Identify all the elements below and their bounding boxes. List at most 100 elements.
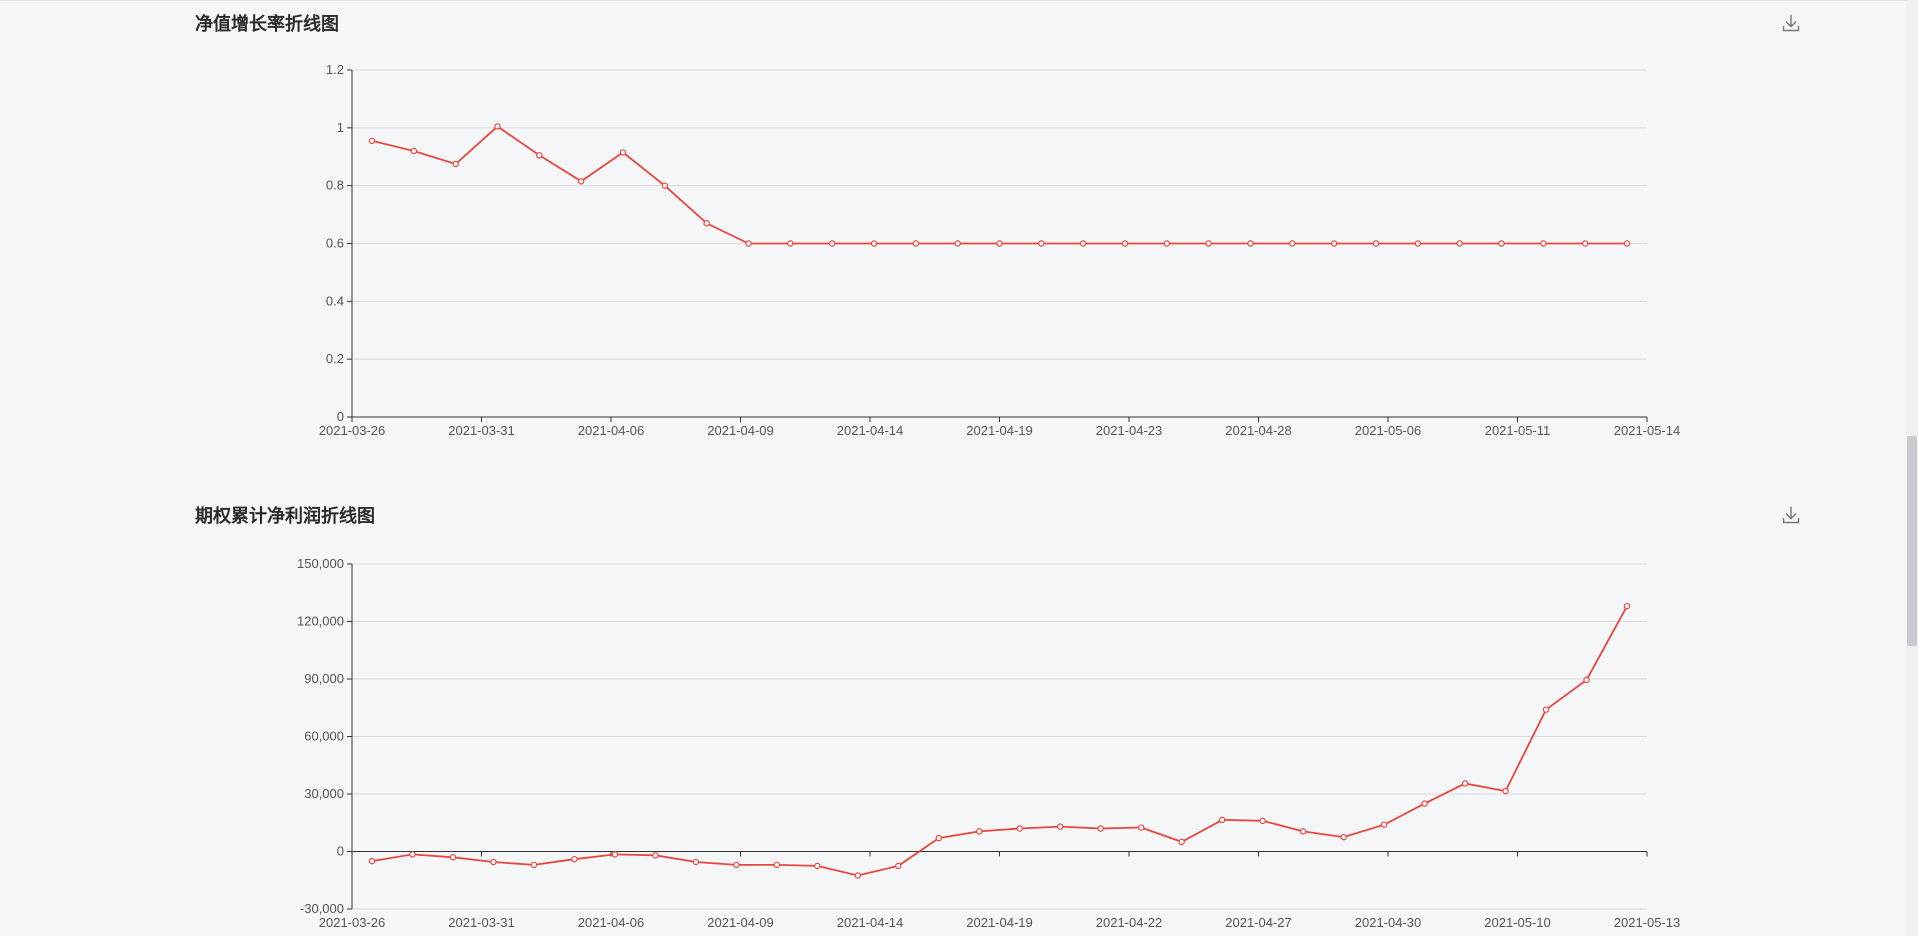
data-point xyxy=(976,828,983,835)
data-point xyxy=(1542,706,1550,713)
x-tick-label: 2021-04-14 xyxy=(837,915,904,930)
y-tick-label: 30,000 xyxy=(304,786,344,801)
data-point xyxy=(1016,825,1023,832)
data-point xyxy=(452,160,459,168)
data-point xyxy=(1414,240,1422,247)
data-point xyxy=(773,861,781,869)
data-point xyxy=(494,123,501,130)
download-icon[interactable] xyxy=(1780,504,1802,526)
data-point xyxy=(571,855,578,863)
x-tick-label: 2021-04-14 xyxy=(837,423,904,438)
y-tick-label: 150,000 xyxy=(297,556,344,571)
y-tick-label: 120,000 xyxy=(297,614,344,629)
x-tick-label: 2021-04-27 xyxy=(1225,915,1292,930)
x-tick-label: 2021-04-19 xyxy=(966,423,1033,438)
data-point xyxy=(1163,240,1171,247)
data-point xyxy=(828,240,836,247)
data-point xyxy=(787,240,794,247)
data-point xyxy=(1205,240,1212,247)
data-point xyxy=(1218,816,1226,824)
data-point xyxy=(1540,240,1547,247)
data-point xyxy=(745,240,752,247)
y-tick-label: 0.2 xyxy=(326,351,344,366)
data-point xyxy=(661,182,669,189)
data-point xyxy=(1289,240,1296,247)
data-point xyxy=(1498,240,1505,247)
data-point xyxy=(1456,240,1463,247)
data-point xyxy=(1340,833,1347,841)
x-tick-label: 2021-04-06 xyxy=(578,423,645,438)
x-tick-label: 2021-03-31 xyxy=(448,915,515,930)
data-point xyxy=(870,240,878,247)
x-tick-label: 2021-03-31 xyxy=(448,423,515,438)
data-point xyxy=(1247,240,1254,247)
data-point xyxy=(703,220,710,227)
x-tick-label: 2021-04-06 xyxy=(578,915,645,930)
y-tick-label: 0.4 xyxy=(326,293,344,308)
data-point xyxy=(1623,602,1631,610)
data-point xyxy=(854,872,862,879)
x-tick-label: 2021-05-06 xyxy=(1355,423,1422,438)
data-point xyxy=(954,240,961,247)
data-point xyxy=(619,149,627,156)
y-tick-label: 60,000 xyxy=(304,729,344,744)
data-point xyxy=(912,240,920,247)
y-tick-label: 1.2 xyxy=(326,62,344,77)
series-line xyxy=(371,605,1628,877)
nav-growth-chart-panel: 净值增长率折线图 0 0.2 0.4 0.6 0.8 1 1.2 2021-03-26 2021… xyxy=(0,0,1900,460)
data-point xyxy=(1623,240,1631,247)
data-point xyxy=(996,240,1003,247)
scrollbar-thumb[interactable] xyxy=(1907,436,1917,646)
data-point xyxy=(814,862,821,870)
y-tick-label: 0 xyxy=(337,844,344,859)
x-tick-label: 2021-04-09 xyxy=(707,915,774,930)
data-point xyxy=(536,152,543,159)
data-point xyxy=(1581,240,1589,247)
x-tick-label: 2021-05-10 xyxy=(1484,915,1551,930)
data-point xyxy=(611,851,619,858)
data-point xyxy=(1330,240,1338,247)
data-point xyxy=(368,137,376,145)
chart-title: 期权累计净利润折线图 xyxy=(195,506,375,527)
profit-chart-panel: 期权累计净利润折线图 -30,000 0 30,000 60,000 90,000 120… xyxy=(0,492,1900,936)
data-point xyxy=(1057,823,1064,830)
x-tick-label: 2021-04-09 xyxy=(707,423,774,438)
download-icon[interactable] xyxy=(1780,12,1802,34)
top-divider xyxy=(0,0,1918,1)
data-point xyxy=(1461,780,1469,787)
vertical-scrollbar[interactable] xyxy=(1906,0,1918,936)
data-point xyxy=(1583,676,1590,684)
x-tick-label: 2021-05-13 xyxy=(1614,915,1681,930)
data-point xyxy=(692,858,700,866)
data-point xyxy=(1372,240,1380,247)
x-tick-label: 2021-04-19 xyxy=(966,915,1033,930)
x-tick-label: 2021-04-23 xyxy=(1096,423,1163,438)
data-point xyxy=(409,851,416,858)
y-tick-label: 0.6 xyxy=(326,236,344,251)
x-tick-label: 2021-05-11 xyxy=(1485,423,1551,438)
data-point xyxy=(1137,824,1145,831)
y-tick-label: 90,000 xyxy=(304,671,344,686)
nav-growth-line-chart: 0 0.2 0.4 0.6 0.8 1 1.2 2021-03-26 2021-03-31 202… xyxy=(319,62,1681,438)
data-point xyxy=(490,858,497,866)
x-tick-label: 2021-03-26 xyxy=(319,915,386,930)
data-point xyxy=(1259,817,1266,825)
data-point xyxy=(1121,240,1129,247)
x-tick-label: 2021-03-26 xyxy=(319,423,386,438)
x-tick-label: 2021-04-28 xyxy=(1225,423,1292,438)
series-line xyxy=(371,125,1627,245)
data-point xyxy=(1421,800,1428,807)
data-point xyxy=(530,861,538,869)
data-point xyxy=(1079,240,1087,247)
data-point xyxy=(1038,240,1045,247)
chart-title: 净值增长率折线图 xyxy=(195,14,339,35)
y-tick-label: 1 xyxy=(337,120,344,135)
data-point xyxy=(1097,825,1104,832)
data-point xyxy=(1502,787,1509,795)
data-point xyxy=(449,854,457,861)
data-point xyxy=(1178,838,1185,846)
data-point xyxy=(935,834,942,842)
x-tick-label: 2021-04-30 xyxy=(1355,915,1422,930)
x-tick-label: 2021-04-22 xyxy=(1096,915,1163,930)
data-point xyxy=(733,861,740,869)
